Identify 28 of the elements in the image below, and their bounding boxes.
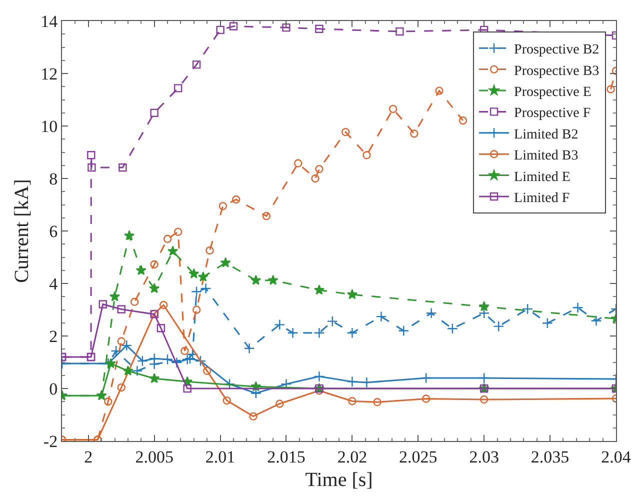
x-tick-label: 2.01 [205, 447, 236, 466]
legend-label: Limited B2 [514, 127, 578, 142]
y-tick-label: 12 [40, 64, 58, 84]
legend-label: Limited E [514, 170, 570, 185]
legend-label: Prospective B3 [514, 64, 600, 79]
legend-label: Prospective B2 [514, 42, 600, 58]
y-tick-label: -2 [43, 432, 58, 451]
x-tick-label: 2.03 [469, 447, 499, 466]
x-tick-label: 2.005 [135, 447, 174, 466]
legend-label: Limited F [514, 190, 570, 206]
y-axis-title: Current [kA] [11, 179, 34, 283]
x-tick-label: 2.04 [601, 447, 632, 466]
y-tick-label: 4 [49, 274, 58, 294]
y-tick-label: 8 [49, 169, 58, 188]
x-tick-label: 2.025 [399, 447, 438, 466]
legend-label: Prospective E [514, 84, 592, 100]
y-tick-label: 14 [40, 12, 58, 31]
y-tick-label: 2 [49, 326, 58, 346]
y-tick-label: 0 [49, 379, 58, 398]
x-tick-label: 2.035 [530, 447, 570, 466]
x-tick-label: 2 [84, 447, 93, 466]
x-axis-title: Time [s] [305, 468, 373, 491]
x-tick-label: 2.02 [337, 447, 368, 466]
x-tick-label: 2.015 [267, 447, 306, 466]
legend-label: Limited B3 [514, 148, 578, 164]
y-tick-label: 6 [49, 222, 58, 241]
legend-label: Prospective F [514, 106, 591, 122]
y-tick-label: 10 [40, 116, 58, 136]
